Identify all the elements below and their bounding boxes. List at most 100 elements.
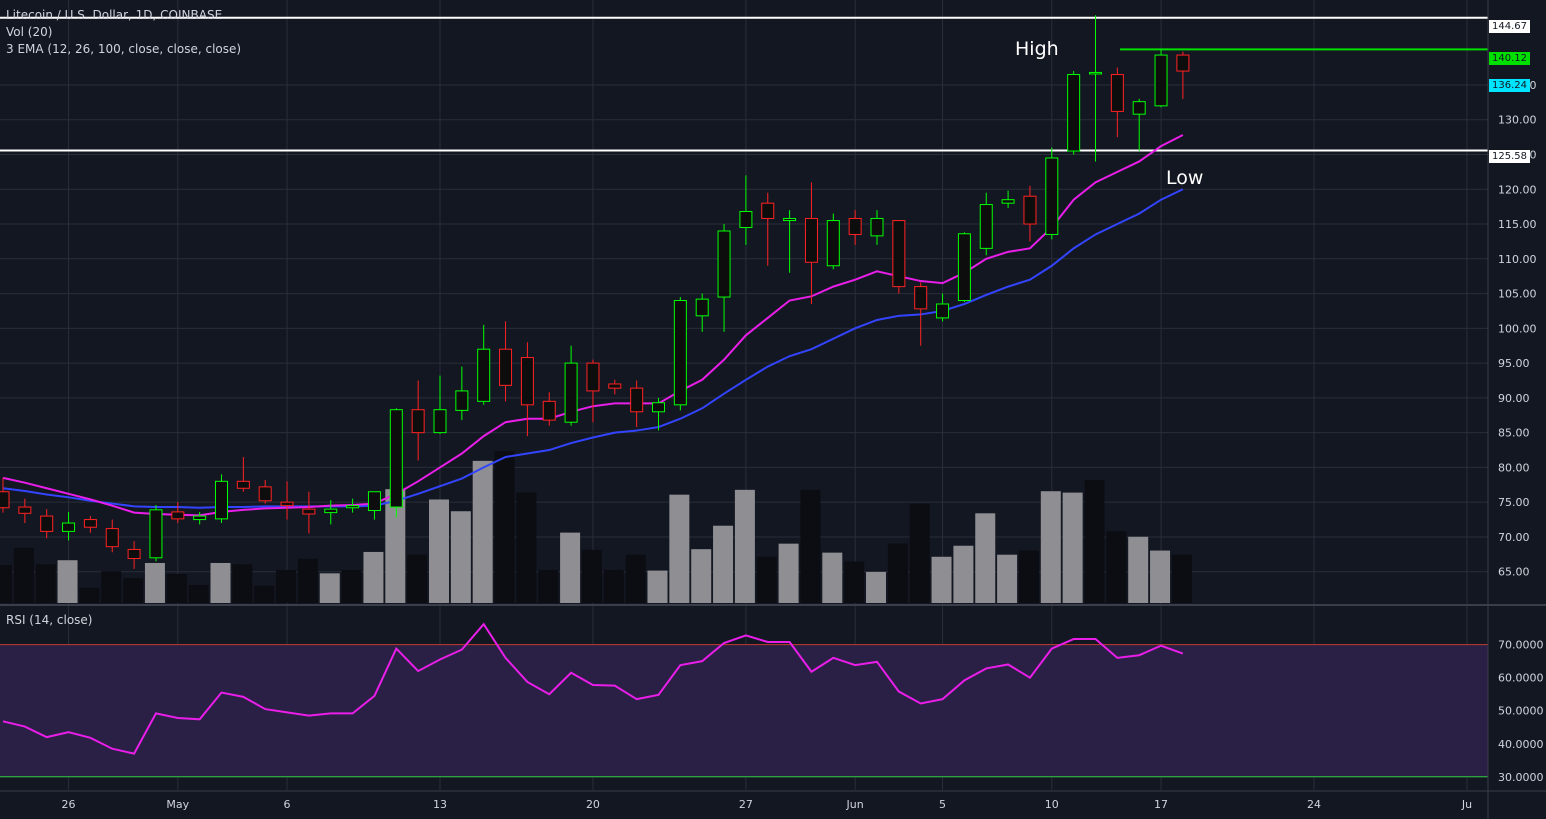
candle-body — [979, 204, 993, 249]
price-tick-label: 90.00 — [1498, 392, 1530, 405]
volume-bar — [210, 562, 231, 603]
time-tick-label: 6 — [284, 798, 291, 811]
price-tick-label: 115.00 — [1498, 218, 1537, 231]
volume-bar — [429, 499, 449, 603]
candle-body — [302, 508, 316, 515]
volume-bar — [975, 513, 996, 603]
volume-bar — [538, 569, 559, 603]
time-tick-label: 10 — [1045, 798, 1059, 811]
candle-body — [1045, 157, 1059, 235]
candle-body — [1110, 74, 1124, 112]
volume-bar — [0, 565, 12, 603]
volume-bar — [778, 543, 799, 603]
volume-bar — [647, 570, 668, 603]
candle-body — [215, 480, 228, 520]
candle-body — [1132, 101, 1146, 115]
candle-body — [914, 286, 928, 310]
volume-bar — [822, 552, 843, 603]
time-tick-label: 5 — [939, 798, 946, 811]
candle-body — [826, 220, 840, 267]
time-tick-label: 26 — [62, 798, 76, 811]
price-tick-label: 120.00 — [1498, 183, 1537, 196]
volume-bar — [166, 574, 187, 603]
volume-bar — [1084, 480, 1105, 603]
volume-bar — [232, 564, 253, 603]
volume-bar — [188, 585, 209, 603]
candle-body — [520, 357, 534, 406]
candle-body — [695, 298, 709, 317]
time-tick-label: 20 — [586, 798, 600, 811]
volume-bar — [1128, 536, 1149, 603]
volume-bar — [734, 489, 755, 603]
price-tick-label: 70.00 — [1498, 531, 1530, 544]
candlesticks — [0, 15, 1190, 569]
candle-body — [105, 528, 119, 548]
volume-bar — [79, 587, 100, 603]
volume-bar — [931, 556, 952, 603]
candle-body — [717, 230, 731, 298]
level-label-low: 125.58 — [1489, 150, 1530, 163]
candle-body — [346, 505, 360, 509]
volume-bar — [866, 571, 886, 603]
volume-bar — [472, 460, 493, 603]
rsi-legend[interactable]: RSI (14, close) — [6, 613, 93, 627]
candle-body — [1067, 74, 1081, 152]
volume-bar — [800, 489, 821, 603]
candle-body — [608, 383, 622, 389]
volume-bar — [144, 562, 165, 603]
candle-body — [870, 217, 884, 237]
time-tick-label: Ju — [1461, 798, 1472, 811]
volume-bar — [887, 543, 908, 603]
volume-bar — [713, 525, 734, 603]
candle-body — [1154, 54, 1168, 107]
volume-legend[interactable]: Vol (20) — [6, 25, 53, 39]
time-tick-label: 27 — [739, 798, 753, 811]
volume-bar — [625, 554, 646, 603]
candle-body — [804, 217, 818, 263]
candle-body — [936, 303, 950, 319]
volume-bar — [57, 560, 78, 603]
candle-body — [630, 387, 644, 413]
time-tick-label: 13 — [433, 798, 447, 811]
candle-body — [236, 480, 250, 489]
volume-bar — [494, 451, 515, 603]
rsi-tick-label: 40.0000 — [1498, 738, 1544, 751]
price-tick-label: 110.00 — [1498, 253, 1537, 266]
candle-body — [40, 515, 54, 532]
candle-body — [673, 300, 687, 406]
volume-bar — [341, 569, 362, 603]
candle-body — [652, 402, 665, 413]
horizontal-levels[interactable] — [0, 16, 1488, 152]
volume-bar — [450, 511, 471, 603]
candle-body — [477, 348, 491, 402]
symbol-title[interactable]: Litecoin / U.S. Dollar, 1D, COINBASE — [6, 8, 223, 22]
candle-body — [1089, 71, 1102, 75]
price-tick-label: 130.00 — [1498, 114, 1537, 127]
volume-bar — [407, 554, 428, 603]
candle-body — [586, 362, 600, 392]
candle-body — [411, 409, 425, 434]
price-tick-label: 95.00 — [1498, 357, 1530, 370]
volume-bar — [35, 564, 56, 603]
volume-bar — [669, 494, 690, 603]
rsi-tick-label: 60.0000 — [1498, 672, 1544, 685]
candle-body — [542, 400, 556, 421]
volume-bar — [997, 554, 1018, 603]
candle-body — [324, 508, 338, 514]
volume-bar — [101, 571, 122, 603]
ema-legend[interactable]: 3 EMA (12, 26, 100, close, close, close) — [6, 42, 242, 56]
volume-bar — [1062, 492, 1083, 603]
candle-body — [18, 506, 32, 514]
rsi-band-layer — [0, 644, 1488, 778]
rsi-tick-label: 50.0000 — [1498, 705, 1544, 718]
volume-bar — [254, 585, 275, 603]
level-label-high: 144.67 — [1489, 20, 1530, 33]
rsi-line — [2, 622, 1184, 755]
candle-body — [761, 202, 775, 219]
candle-body — [280, 501, 294, 507]
candle-body — [83, 519, 97, 528]
time-tick-label: Jun — [846, 798, 864, 811]
candle-body — [0, 491, 10, 509]
level-label-resistance: 140.12 — [1489, 52, 1530, 65]
